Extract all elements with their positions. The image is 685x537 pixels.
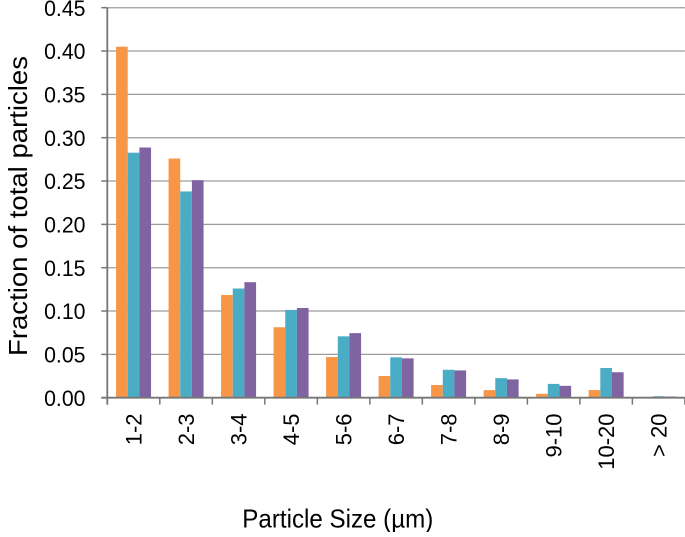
svg-text:0.00: 0.00 <box>44 386 85 411</box>
svg-text:10-20: 10-20 <box>594 414 619 470</box>
svg-text:0.15: 0.15 <box>44 256 85 281</box>
svg-text:0.30: 0.30 <box>44 126 85 151</box>
svg-text:0.25: 0.25 <box>44 169 85 194</box>
svg-text:Particle Size (µm): Particle Size (µm) <box>242 504 433 532</box>
svg-text:0.10: 0.10 <box>44 299 85 324</box>
svg-text:0.05: 0.05 <box>44 343 85 368</box>
svg-text:Fraction of total particles: Fraction of total particles <box>3 56 33 356</box>
svg-text:> 20: > 20 <box>647 414 672 457</box>
svg-text:8-9: 8-9 <box>489 414 514 446</box>
svg-text:0.45: 0.45 <box>44 0 85 21</box>
svg-text:9-10: 9-10 <box>541 414 566 458</box>
svg-text:0.40: 0.40 <box>44 39 85 64</box>
svg-text:0.35: 0.35 <box>44 83 85 108</box>
svg-text:0.20: 0.20 <box>44 213 85 238</box>
svg-text:4-5: 4-5 <box>279 414 304 446</box>
svg-text:5-6: 5-6 <box>331 414 356 446</box>
svg-text:1-2: 1-2 <box>121 414 146 446</box>
svg-text:7-8: 7-8 <box>436 414 461 446</box>
svg-text:6-7: 6-7 <box>384 414 409 446</box>
svg-text:2-3: 2-3 <box>174 414 199 446</box>
svg-text:3-4: 3-4 <box>226 414 251 446</box>
